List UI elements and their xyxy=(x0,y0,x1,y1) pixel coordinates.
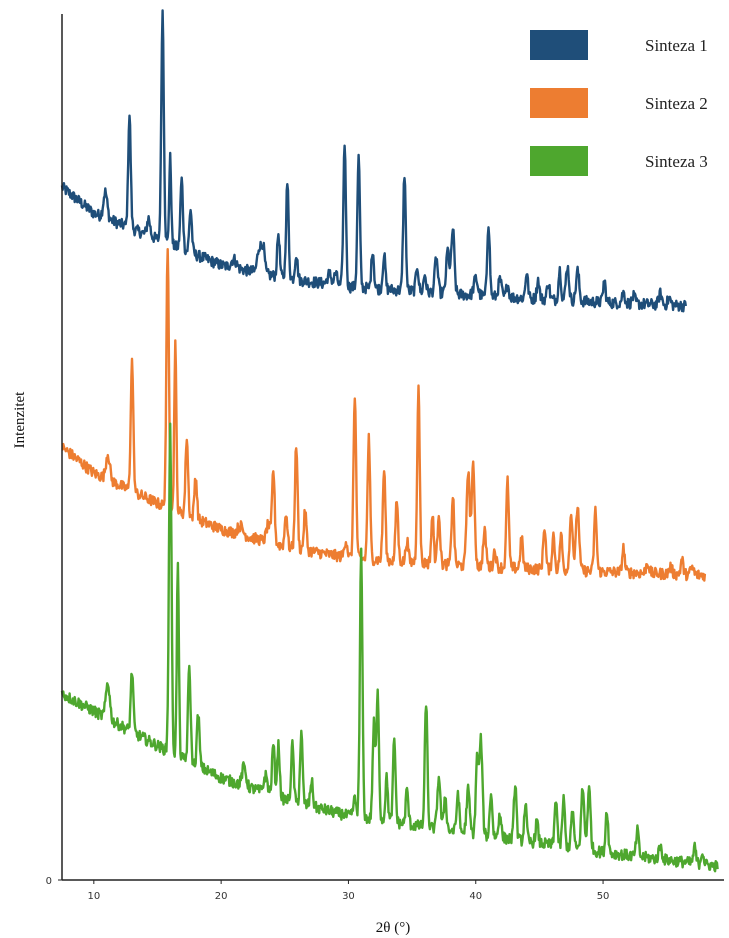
x-tick-label: 10 xyxy=(87,891,100,902)
series-line-3 xyxy=(60,422,719,873)
x-axis-label: 2θ (°) xyxy=(376,920,410,936)
legend-label-3: Sinteza 3 xyxy=(645,152,708,171)
x-tick-label: 30 xyxy=(342,891,355,902)
x-tick-label: 50 xyxy=(597,891,610,902)
legend-swatch-1 xyxy=(530,30,588,60)
legend-label-1: Sinteza 1 xyxy=(645,36,708,55)
series-line-2 xyxy=(61,248,707,582)
legend: Sinteza 1 Sinteza 2 Sinteza 3 xyxy=(530,30,708,176)
series-line-1 xyxy=(60,9,687,313)
y-axis-label: Intenzitet xyxy=(12,391,28,448)
legend-swatch-3 xyxy=(530,146,588,176)
y-tick-label: 0 xyxy=(46,876,52,887)
series-layer xyxy=(60,9,719,873)
x-tick-label: 40 xyxy=(469,891,482,902)
x-ticks: 10 20 30 40 50 xyxy=(87,880,609,902)
y-ticks: 0 xyxy=(46,876,62,887)
legend-swatch-2 xyxy=(530,88,588,118)
x-tick-label: 20 xyxy=(215,891,228,902)
legend-label-2: Sinteza 2 xyxy=(645,94,708,113)
